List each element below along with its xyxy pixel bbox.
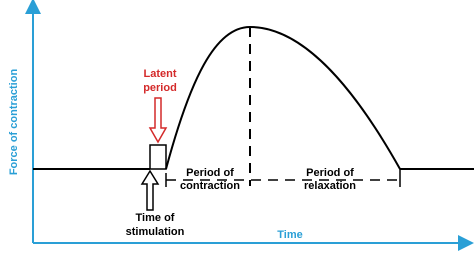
contraction-label: contraction — [180, 180, 240, 192]
latent-box — [149, 144, 167, 170]
twitch-curve — [33, 25, 474, 170]
relaxation-label: relaxation — [304, 180, 356, 192]
stimulation-label: stimulation — [126, 226, 185, 238]
latent-label: period — [143, 82, 177, 94]
stimulation-label: Time of — [136, 212, 175, 224]
latent-arrow — [148, 97, 168, 144]
relaxation-label: Period of — [306, 167, 354, 179]
stimulation-arrow — [140, 169, 160, 211]
contraction-label: Period of — [186, 167, 234, 179]
y-axis-label: Force of contraction — [8, 69, 20, 176]
latent-label: Latent — [144, 68, 177, 80]
x-axis-label: Time — [277, 229, 302, 241]
